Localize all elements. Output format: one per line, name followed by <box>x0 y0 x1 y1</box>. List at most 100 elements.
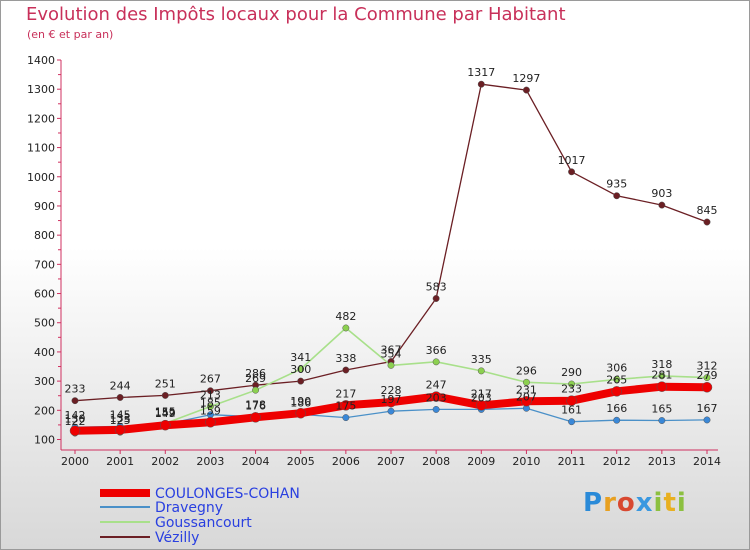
data-point <box>658 372 666 380</box>
data-label: 354 <box>381 347 402 360</box>
data-label: 265 <box>606 373 627 386</box>
data-label: 845 <box>697 204 718 217</box>
data-point <box>206 387 214 395</box>
data-point <box>295 407 306 419</box>
data-point <box>521 396 532 407</box>
data-label: 583 <box>426 281 447 294</box>
data-point <box>658 417 666 424</box>
data-label: 935 <box>606 178 627 191</box>
data-label: 318 <box>651 358 672 371</box>
y-tick-label: 1200 <box>27 112 55 125</box>
data-point <box>385 396 397 408</box>
data-point <box>566 395 577 406</box>
x-tick-label: 2002 <box>151 455 179 468</box>
data-label: 290 <box>561 366 582 379</box>
x-tick-label: 2010 <box>512 455 540 468</box>
data-label: 482 <box>335 310 356 323</box>
y-tick-label: 700 <box>34 258 55 271</box>
data-point <box>701 381 713 393</box>
legend-label: COULONGES-COHAN <box>155 486 300 502</box>
data-label: 178 <box>245 399 266 412</box>
y-tick-label: 900 <box>34 200 55 213</box>
data-label: 203 <box>471 391 492 404</box>
data-point <box>71 397 79 405</box>
data-point <box>250 412 261 423</box>
x-tick-label: 2009 <box>467 455 495 468</box>
y-tick-label: 1400 <box>27 54 55 67</box>
data-label: 279 <box>697 369 718 382</box>
data-label: 130 <box>65 413 86 426</box>
data-label: 149 <box>155 407 176 420</box>
data-label: 166 <box>606 402 627 415</box>
data-point <box>477 367 485 375</box>
data-label: 233 <box>65 383 86 396</box>
y-tick-label: 1000 <box>27 171 55 184</box>
data-label: 197 <box>381 393 402 406</box>
data-label: 335 <box>471 353 492 366</box>
y-tick-label: 400 <box>34 346 55 359</box>
data-point <box>568 168 576 176</box>
data-label: 217 <box>471 387 492 400</box>
y-tick-label: 100 <box>34 434 55 447</box>
data-point <box>568 380 576 388</box>
data-point <box>116 394 124 401</box>
data-label: 366 <box>426 344 447 357</box>
data-point <box>206 403 214 410</box>
data-point <box>522 86 530 94</box>
data-label: 155 <box>155 405 176 418</box>
data-label: 142 <box>65 409 86 422</box>
data-point <box>613 416 621 424</box>
chart-title: Evolution des Impôts locaux pour la Comm… <box>26 4 566 25</box>
x-tick-label: 2001 <box>106 455 134 468</box>
data-label: 133 <box>110 412 131 425</box>
data-point <box>611 386 622 397</box>
data-label: 228 <box>381 384 402 397</box>
data-label: 267 <box>200 373 221 386</box>
legend-label: Vézilly <box>155 530 199 546</box>
data-label: 296 <box>516 364 537 377</box>
data-label: 213 <box>200 389 221 402</box>
data-point <box>703 374 711 382</box>
data-point <box>297 365 305 373</box>
y-tick-label: 500 <box>34 317 55 330</box>
data-point <box>613 375 621 383</box>
data-point <box>340 400 352 411</box>
legend-label: Goussancourt <box>155 515 252 531</box>
data-point <box>522 378 530 386</box>
data-label: 176 <box>245 399 266 412</box>
data-label: 122 <box>65 415 86 428</box>
data-point <box>658 201 666 209</box>
data-label: 1317 <box>467 66 495 79</box>
y-tick-label: 800 <box>34 229 55 242</box>
x-tick-label: 2014 <box>693 455 721 468</box>
data-point <box>342 366 350 374</box>
data-point <box>703 218 711 226</box>
data-point <box>568 418 576 426</box>
y-tick-label: 1100 <box>27 142 55 155</box>
data-label: 145 <box>110 408 131 421</box>
x-tick-label: 2007 <box>377 455 405 468</box>
data-point <box>703 416 711 424</box>
data-label: 185 <box>200 397 221 410</box>
y-tick-label: 200 <box>34 404 55 417</box>
data-label: 269 <box>245 372 266 385</box>
data-label: 165 <box>651 403 672 416</box>
data-point <box>297 377 305 385</box>
data-label: 233 <box>561 383 582 396</box>
data-label: 312 <box>697 360 718 373</box>
data-label: 125 <box>110 414 131 427</box>
data-label: 207 <box>516 390 537 403</box>
data-point <box>160 419 171 431</box>
x-tick-label: 2006 <box>332 455 360 468</box>
data-point <box>342 324 350 332</box>
x-tick-label: 2013 <box>648 455 676 468</box>
x-tick-label: 2011 <box>558 455 586 468</box>
x-tick-label: 2004 <box>242 455 270 468</box>
data-point <box>114 424 126 436</box>
data-point <box>432 358 440 366</box>
logo-letter: i <box>676 488 687 518</box>
logo-letter: o <box>616 488 636 518</box>
data-label: 903 <box>651 187 672 200</box>
y-tick-label: 1300 <box>27 83 55 96</box>
